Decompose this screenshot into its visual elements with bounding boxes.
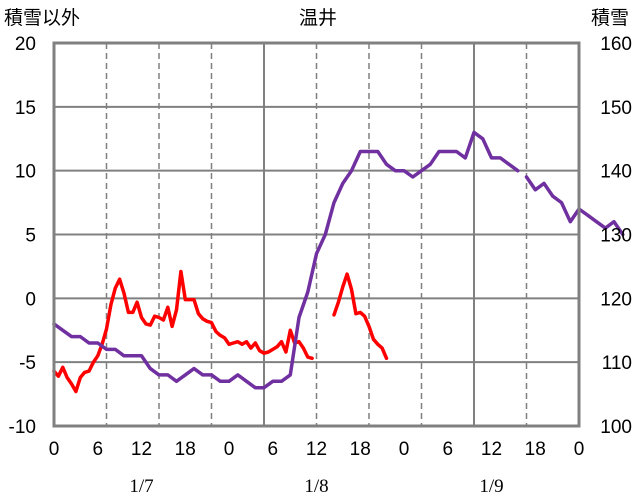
- left-tick-label: 20: [15, 34, 36, 55]
- left-tick-label: 0: [25, 289, 36, 310]
- x-tick-label: 0: [399, 439, 410, 460]
- left-tick-label: 5: [25, 226, 36, 247]
- x-tick-label: 18: [350, 439, 371, 460]
- right-tick-label: 120: [600, 289, 632, 310]
- x-tick-label: 12: [306, 439, 327, 460]
- chart-title: 温井: [299, 7, 337, 29]
- grid: [54, 43, 579, 426]
- x-tick-label: 12: [481, 439, 502, 460]
- x-tick-labels: 0 6 12 18 0 6 12 18 0 6 12 18 0: [49, 439, 585, 460]
- right-tick-label: 160: [600, 34, 632, 55]
- x-tick-label: 18: [525, 439, 546, 460]
- series-other-line: [52, 269, 314, 394]
- right-tick-label: 110: [602, 353, 632, 374]
- x-tick-label: 12: [131, 439, 152, 460]
- left-tick-label: -10: [9, 417, 36, 438]
- x-tick-label: 18: [175, 439, 196, 460]
- left-axis-title: 積雪以外: [4, 7, 80, 29]
- left-tick-label: -5: [19, 353, 36, 374]
- plot-frame: [52, 41, 581, 428]
- date-labels: 1/7 1/8 1/9: [129, 476, 503, 497]
- right-axis-title: 積雪: [591, 7, 629, 29]
- x-tick-label: 6: [267, 439, 278, 460]
- series-snow-depth-line: [52, 130, 520, 390]
- x-tick-label: 0: [224, 439, 235, 460]
- right-tick-label: 130: [600, 226, 632, 247]
- right-tick-label: 100: [600, 417, 632, 438]
- x-tick-label: 6: [442, 439, 453, 460]
- left-tick-label: 15: [15, 98, 36, 119]
- date-label: 1/9: [479, 476, 503, 497]
- right-tick-label: 140: [600, 162, 632, 183]
- right-tick-labels: 100 110 120 130 140 150 160: [600, 34, 632, 438]
- right-tick-label: 150: [600, 98, 632, 119]
- left-tick-label: 10: [15, 162, 36, 183]
- date-label: 1/8: [304, 476, 328, 497]
- series-layer: [52, 130, 625, 394]
- x-tick-label: 0: [49, 439, 60, 460]
- x-tick-label: 6: [92, 439, 103, 460]
- left-tick-labels: -10 -5 0 5 10 15 20: [9, 34, 36, 438]
- series-snow-depth-line: [524, 175, 625, 237]
- date-label: 1/7: [129, 476, 153, 497]
- series-other-line: [332, 272, 389, 361]
- x-tick-label: 0: [574, 439, 585, 460]
